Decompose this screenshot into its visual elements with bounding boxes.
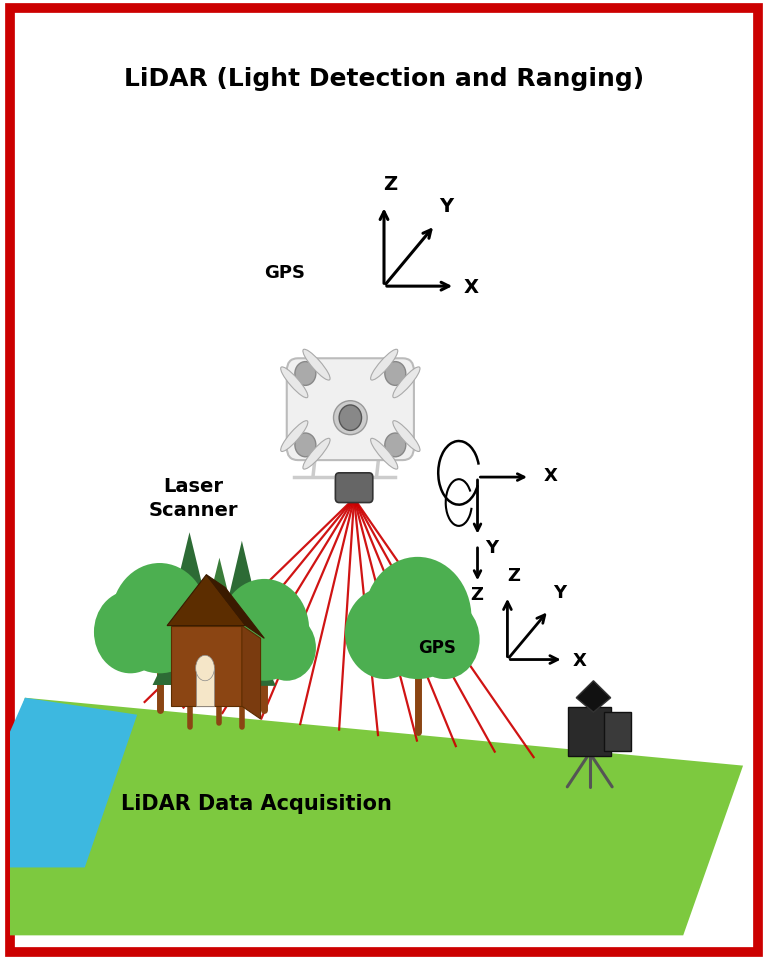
Circle shape <box>364 557 472 679</box>
Polygon shape <box>207 575 264 638</box>
Text: GPS: GPS <box>418 638 455 657</box>
Polygon shape <box>195 594 244 659</box>
Circle shape <box>295 362 316 385</box>
Circle shape <box>152 602 216 673</box>
Circle shape <box>385 362 406 385</box>
Polygon shape <box>204 558 236 623</box>
Polygon shape <box>0 698 137 868</box>
Text: Z: Z <box>383 176 397 194</box>
Polygon shape <box>242 626 260 719</box>
Circle shape <box>257 614 316 681</box>
FancyBboxPatch shape <box>286 358 414 460</box>
Polygon shape <box>167 575 246 626</box>
Ellipse shape <box>371 439 398 469</box>
Polygon shape <box>0 698 743 935</box>
Text: Z: Z <box>470 587 483 604</box>
Text: GPS: GPS <box>264 264 306 281</box>
Polygon shape <box>171 532 208 609</box>
Ellipse shape <box>280 420 308 451</box>
Ellipse shape <box>196 656 214 681</box>
Circle shape <box>111 563 208 673</box>
FancyBboxPatch shape <box>336 473 372 502</box>
FancyBboxPatch shape <box>568 708 611 756</box>
Text: Laser
Scanner: Laser Scanner <box>148 477 238 519</box>
Polygon shape <box>225 540 259 613</box>
Polygon shape <box>576 681 611 712</box>
Polygon shape <box>216 581 268 654</box>
Text: LiDAR (Light Detection and Ranging): LiDAR (Light Detection and Ranging) <box>124 67 644 91</box>
Text: Z: Z <box>507 566 520 585</box>
Ellipse shape <box>303 439 330 469</box>
Circle shape <box>385 433 406 457</box>
Circle shape <box>295 433 316 457</box>
FancyBboxPatch shape <box>604 712 631 751</box>
Circle shape <box>94 590 167 673</box>
Circle shape <box>339 405 362 430</box>
Circle shape <box>345 588 425 679</box>
Text: X: X <box>464 278 479 297</box>
Ellipse shape <box>392 420 420 451</box>
Polygon shape <box>208 613 276 685</box>
Ellipse shape <box>392 367 420 397</box>
Text: X: X <box>573 653 587 670</box>
Circle shape <box>220 579 310 681</box>
Text: X: X <box>543 468 558 486</box>
FancyBboxPatch shape <box>196 668 214 707</box>
Ellipse shape <box>333 400 367 435</box>
Polygon shape <box>187 623 252 687</box>
Text: Y: Y <box>439 198 453 216</box>
Text: Y: Y <box>553 584 566 602</box>
Polygon shape <box>161 575 218 651</box>
Ellipse shape <box>371 349 398 380</box>
Ellipse shape <box>303 349 330 380</box>
Circle shape <box>409 600 479 679</box>
Text: S&T: S&T <box>349 16 419 45</box>
Polygon shape <box>153 609 227 685</box>
Text: LiDAR Data Acquisition: LiDAR Data Acquisition <box>121 794 392 814</box>
Ellipse shape <box>280 367 308 397</box>
Text: Y: Y <box>485 540 498 558</box>
Polygon shape <box>170 626 242 707</box>
Circle shape <box>204 605 271 681</box>
